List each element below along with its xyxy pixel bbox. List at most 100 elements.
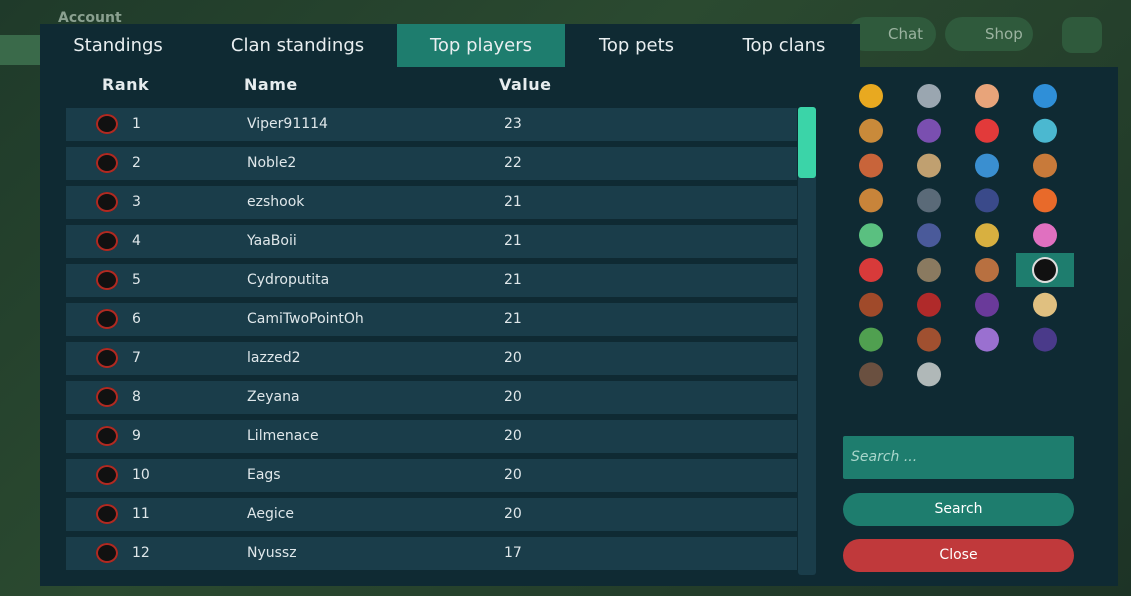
rank-icon <box>96 426 118 446</box>
table-row[interactable]: 8 Zeyana 20 <box>66 381 797 414</box>
category-icon[interactable] <box>917 118 941 143</box>
rank-icon <box>96 153 118 173</box>
category-icon[interactable] <box>975 153 999 178</box>
category-icon[interactable] <box>1033 84 1057 108</box>
value: 21 <box>504 194 522 210</box>
table-row[interactable]: 4 YaaBoii 21 <box>66 225 797 258</box>
search-button[interactable]: Search <box>843 493 1074 526</box>
rank: 7 <box>132 350 141 366</box>
table-row[interactable]: 2 Noble2 22 <box>66 147 797 180</box>
rank: 10 <box>132 467 150 483</box>
player-name: Zeyana <box>247 389 300 405</box>
player-name: lazzed2 <box>247 350 301 366</box>
category-icon[interactable] <box>859 258 883 282</box>
rank-icon <box>96 231 118 251</box>
rank: 12 <box>132 545 150 561</box>
category-icon[interactable] <box>859 188 883 213</box>
player-name: Eags <box>247 467 281 483</box>
value: 20 <box>504 350 522 366</box>
category-icon[interactable] <box>1033 292 1057 317</box>
selected-cell <box>1016 253 1074 287</box>
menu-button[interactable] <box>1062 17 1102 53</box>
category-icon[interactable] <box>917 258 941 282</box>
player-name: Noble2 <box>247 155 297 171</box>
category-icon[interactable] <box>1032 257 1058 283</box>
category-icon[interactable] <box>917 188 941 213</box>
tab[interactable]: Standings <box>73 35 163 56</box>
player-name: Aegice <box>247 506 295 522</box>
rank-icon <box>96 192 118 212</box>
search-input[interactable]: Search ... <box>843 436 1074 479</box>
rank-icon <box>96 504 118 524</box>
category-icon[interactable] <box>975 292 999 317</box>
category-icon[interactable] <box>1033 188 1057 213</box>
tab[interactable]: Top pets <box>598 35 675 56</box>
value: 23 <box>504 116 522 132</box>
category-icon[interactable] <box>859 292 883 317</box>
category-icon[interactable] <box>859 362 883 387</box>
table-row[interactable]: 12 Nyussz 17 <box>66 537 797 570</box>
table-row[interactable]: 6 CamiTwoPointOh 21 <box>66 303 797 336</box>
value: 20 <box>504 428 522 444</box>
table-row[interactable]: 1 Viper91114 23 <box>66 108 797 141</box>
tab[interactable]: Top players <box>397 24 565 67</box>
rank: 3 <box>132 194 141 210</box>
column-header: Value <box>499 75 552 94</box>
column-header: Name <box>244 75 298 94</box>
table-row[interactable]: 11 Aegice 20 <box>66 498 797 531</box>
value: 22 <box>504 155 522 171</box>
side-home[interactable] <box>0 35 40 65</box>
value: 20 <box>504 467 522 483</box>
column-header: Rank <box>102 75 150 94</box>
category-icon[interactable] <box>1033 118 1057 143</box>
scrollbar[interactable] <box>798 107 816 575</box>
player-name: Nyussz <box>247 545 297 561</box>
tab-bar: Standings Clan standings Top players Top pe… <box>40 24 860 67</box>
account-label: Account <box>58 10 122 26</box>
category-icon[interactable] <box>1033 327 1057 352</box>
value: 21 <box>504 272 522 288</box>
player-name: ezshook <box>247 194 305 210</box>
table-row[interactable]: 9 Lilmenace 20 <box>66 420 797 453</box>
category-icon[interactable] <box>1033 153 1057 178</box>
rank: 11 <box>132 506 150 522</box>
category-icon[interactable] <box>975 327 999 352</box>
tab[interactable]: Clan standings <box>230 35 365 56</box>
category-icon[interactable] <box>917 223 941 248</box>
table-row[interactable]: 7 lazzed2 20 <box>66 342 797 375</box>
rank-icon <box>96 114 118 134</box>
player-name: Cydroputita <box>247 272 330 288</box>
category-icon[interactable] <box>859 118 883 143</box>
scroll-thumb[interactable] <box>798 107 816 178</box>
table-row[interactable]: 10 Eags 20 <box>66 459 797 492</box>
category-icon[interactable] <box>917 153 941 178</box>
category-icon[interactable] <box>1033 223 1057 248</box>
rank-icon <box>96 387 118 407</box>
tab[interactable]: Top clans <box>742 35 826 56</box>
category-icon[interactable] <box>859 223 883 248</box>
rank: 5 <box>132 272 141 288</box>
table-row[interactable]: 3 ezshook 21 <box>66 186 797 219</box>
category-icon[interactable] <box>917 327 941 352</box>
category-icon[interactable] <box>859 327 883 352</box>
category-icon[interactable] <box>917 84 941 108</box>
close-button[interactable]: Close <box>843 539 1074 572</box>
category-icon[interactable] <box>859 84 883 108</box>
category-icon[interactable] <box>917 362 941 387</box>
table-row[interactable]: 5 Cydroputita 21 <box>66 264 797 297</box>
rank: 9 <box>132 428 141 444</box>
category-icon[interactable] <box>975 258 999 282</box>
shop-button[interactable]: Shop <box>945 17 1033 51</box>
category-icon[interactable] <box>859 153 883 178</box>
category-icon[interactable] <box>975 188 999 213</box>
rank-icon <box>96 309 118 329</box>
category-icon[interactable] <box>917 292 941 317</box>
value: 21 <box>504 311 522 327</box>
rank-icon <box>96 348 118 368</box>
player-name: YaaBoii <box>247 233 297 249</box>
modal-body: Search ... Search Close Rank Name Value 1 Vi… <box>40 67 1118 586</box>
category-icon[interactable] <box>975 118 999 143</box>
category-icon[interactable] <box>975 84 999 108</box>
chat-button[interactable]: Chat <box>848 17 936 51</box>
category-icon[interactable] <box>975 223 999 248</box>
